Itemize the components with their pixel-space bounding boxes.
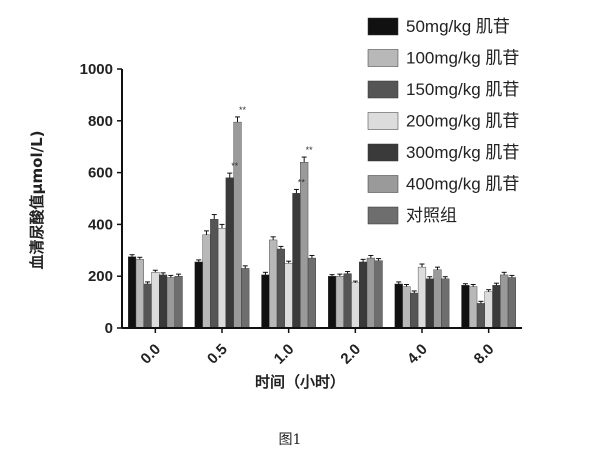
- y-tick-label: 1000: [80, 61, 113, 78]
- bar: [461, 285, 470, 329]
- bar: [174, 276, 183, 329]
- bar: [476, 303, 485, 329]
- bar: [135, 259, 144, 329]
- significance-marker: **: [298, 177, 306, 187]
- bar: [469, 286, 478, 329]
- bar: [374, 260, 383, 329]
- figure-caption: 图1: [279, 432, 302, 448]
- legend-label: 200mg/kg 肌苷: [406, 112, 519, 131]
- y-tick-label: 800: [88, 113, 113, 130]
- y-tick-label: 200: [88, 268, 113, 285]
- bar: [351, 282, 360, 329]
- bar: [284, 263, 293, 329]
- bar: [433, 269, 442, 329]
- significance-marker: **: [306, 145, 314, 155]
- bar: [202, 234, 211, 329]
- y-tick-label: 400: [88, 216, 113, 233]
- legend-swatch: [367, 80, 399, 99]
- bar: [194, 261, 203, 329]
- bar: [166, 277, 175, 329]
- bar: [441, 278, 450, 329]
- x-axis-title: 时间（小时）: [255, 373, 345, 391]
- legend-swatch: [367, 17, 399, 36]
- legend-label: 100mg/kg 肌苷: [406, 49, 519, 68]
- bar: [276, 248, 285, 329]
- bar: [307, 257, 316, 329]
- bar: [292, 193, 301, 329]
- bar: [343, 273, 352, 329]
- y-tick-label: 0: [105, 320, 113, 337]
- legend-label: 对照组: [406, 206, 457, 225]
- bar: [410, 292, 419, 329]
- legend-swatch: [367, 112, 399, 130]
- bar: [328, 276, 337, 329]
- y-axis-title: 血清尿酸值μmol/L): [28, 130, 46, 269]
- bar: [484, 291, 493, 329]
- bar: [425, 278, 434, 329]
- bar: [500, 274, 509, 329]
- bar: [217, 228, 227, 329]
- legend-label: 400mg/kg 肌苷: [406, 175, 519, 194]
- bar: [233, 121, 242, 329]
- bar: [159, 274, 168, 329]
- bar: [492, 285, 501, 329]
- legend-label: 300mg/kg 肌苷: [406, 143, 519, 162]
- bar: [366, 257, 375, 329]
- legend-swatch: [367, 143, 399, 162]
- bar: [394, 283, 403, 329]
- significance-marker: **: [239, 105, 247, 115]
- bar: [507, 277, 516, 329]
- bar: [151, 272, 160, 329]
- legend-label: 150mg/kg 肌苷: [406, 80, 519, 99]
- legend-swatch: [367, 206, 399, 225]
- bar: [417, 266, 427, 329]
- legend-label: 50mg/kg 肌苷: [406, 17, 510, 36]
- bar: [335, 276, 344, 329]
- bar: [143, 283, 152, 329]
- bar: [402, 286, 411, 329]
- legend: 50mg/kg 肌苷 100mg/kg 肌苷 150mg/kg 肌苷 200mg/kg…: [367, 17, 519, 225]
- bar: [241, 268, 250, 329]
- y-tick-label: 600: [88, 165, 113, 182]
- legend-swatch: [367, 175, 399, 193]
- bar: [359, 261, 368, 329]
- bar: [210, 219, 219, 329]
- bar: [225, 177, 234, 329]
- bar: [269, 239, 278, 329]
- significance-marker: **: [231, 161, 239, 171]
- bar: [128, 256, 137, 329]
- bar: [261, 274, 270, 329]
- legend-swatch: [367, 49, 399, 67]
